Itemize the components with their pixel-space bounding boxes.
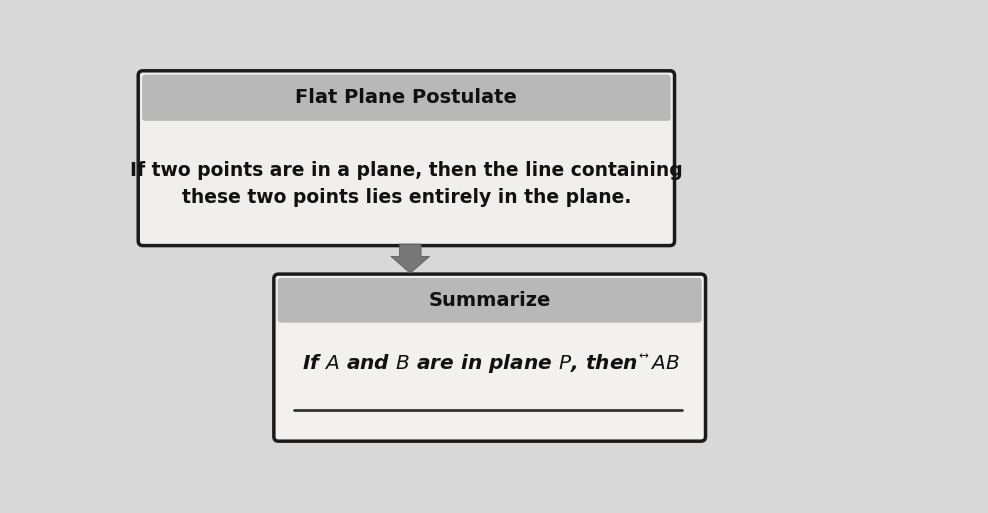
FancyBboxPatch shape bbox=[138, 71, 675, 246]
Text: If $A$ and $B$ are in plane $P$, then $\overleftrightarrow{AB}$: If $A$ and $B$ are in plane $P$, then $\… bbox=[301, 351, 680, 376]
FancyBboxPatch shape bbox=[278, 278, 701, 323]
Text: Flat Plane Postulate: Flat Plane Postulate bbox=[295, 88, 518, 107]
FancyBboxPatch shape bbox=[142, 75, 671, 121]
FancyBboxPatch shape bbox=[274, 274, 705, 441]
Text: these two points lies entirely in the plane.: these two points lies entirely in the pl… bbox=[182, 188, 631, 207]
Polygon shape bbox=[391, 244, 430, 273]
Text: Summarize: Summarize bbox=[429, 291, 551, 310]
Text: If two points are in a plane, then the line containing: If two points are in a plane, then the l… bbox=[130, 161, 683, 180]
